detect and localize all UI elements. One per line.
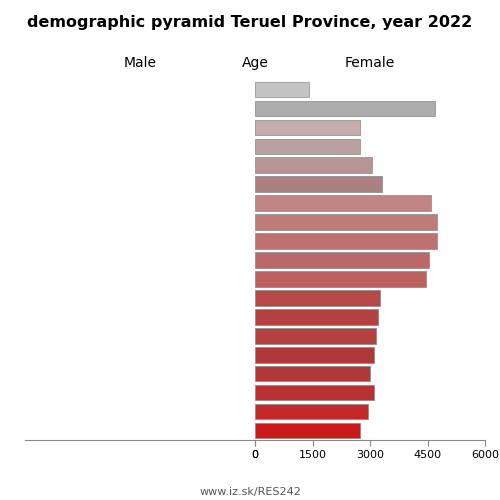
Bar <box>255 385 351 400</box>
Bar <box>255 271 426 286</box>
Bar <box>255 120 286 135</box>
Bar <box>255 196 430 211</box>
Bar <box>255 214 450 230</box>
Bar <box>255 82 276 97</box>
Bar <box>255 290 380 306</box>
Bar <box>255 234 428 249</box>
Bar <box>255 214 437 230</box>
Text: Male: Male <box>124 56 156 70</box>
Bar <box>255 138 360 154</box>
Bar <box>255 100 435 116</box>
Bar <box>255 328 345 344</box>
Bar <box>255 176 338 192</box>
Bar <box>255 385 374 400</box>
Bar <box>255 347 334 362</box>
Text: 0: 0 <box>262 424 270 437</box>
Bar <box>255 158 372 173</box>
Bar <box>255 158 318 173</box>
Text: 10: 10 <box>258 386 274 399</box>
Bar <box>255 252 430 268</box>
Text: 50: 50 <box>258 234 274 248</box>
Text: Female: Female <box>345 56 395 70</box>
Bar <box>255 82 308 97</box>
Text: 80: 80 <box>258 121 274 134</box>
Text: demographic pyramid Teruel Province, year 2022: demographic pyramid Teruel Province, yea… <box>28 15 472 30</box>
Text: 60: 60 <box>258 196 274 209</box>
Bar <box>255 404 356 419</box>
Text: 30: 30 <box>258 310 274 324</box>
Bar <box>255 423 360 438</box>
Bar <box>255 100 316 116</box>
Bar <box>255 252 424 268</box>
Bar <box>255 404 368 419</box>
Text: 90: 90 <box>258 83 274 96</box>
Text: 20: 20 <box>258 348 274 361</box>
Text: 40: 40 <box>258 272 274 285</box>
Bar <box>255 234 437 249</box>
Bar <box>255 271 418 286</box>
Bar <box>255 309 378 324</box>
Bar <box>255 309 345 324</box>
Bar <box>255 196 432 211</box>
Bar <box>255 176 382 192</box>
Bar <box>255 366 340 382</box>
Text: 70: 70 <box>258 159 274 172</box>
Text: Age: Age <box>242 56 268 70</box>
Bar <box>255 366 370 382</box>
Bar <box>255 347 374 362</box>
Bar <box>255 138 294 154</box>
Bar <box>255 120 360 135</box>
Bar <box>255 423 368 438</box>
Bar <box>255 328 376 344</box>
Text: www.iz.sk/RES242: www.iz.sk/RES242 <box>199 488 301 498</box>
Bar <box>255 290 366 306</box>
